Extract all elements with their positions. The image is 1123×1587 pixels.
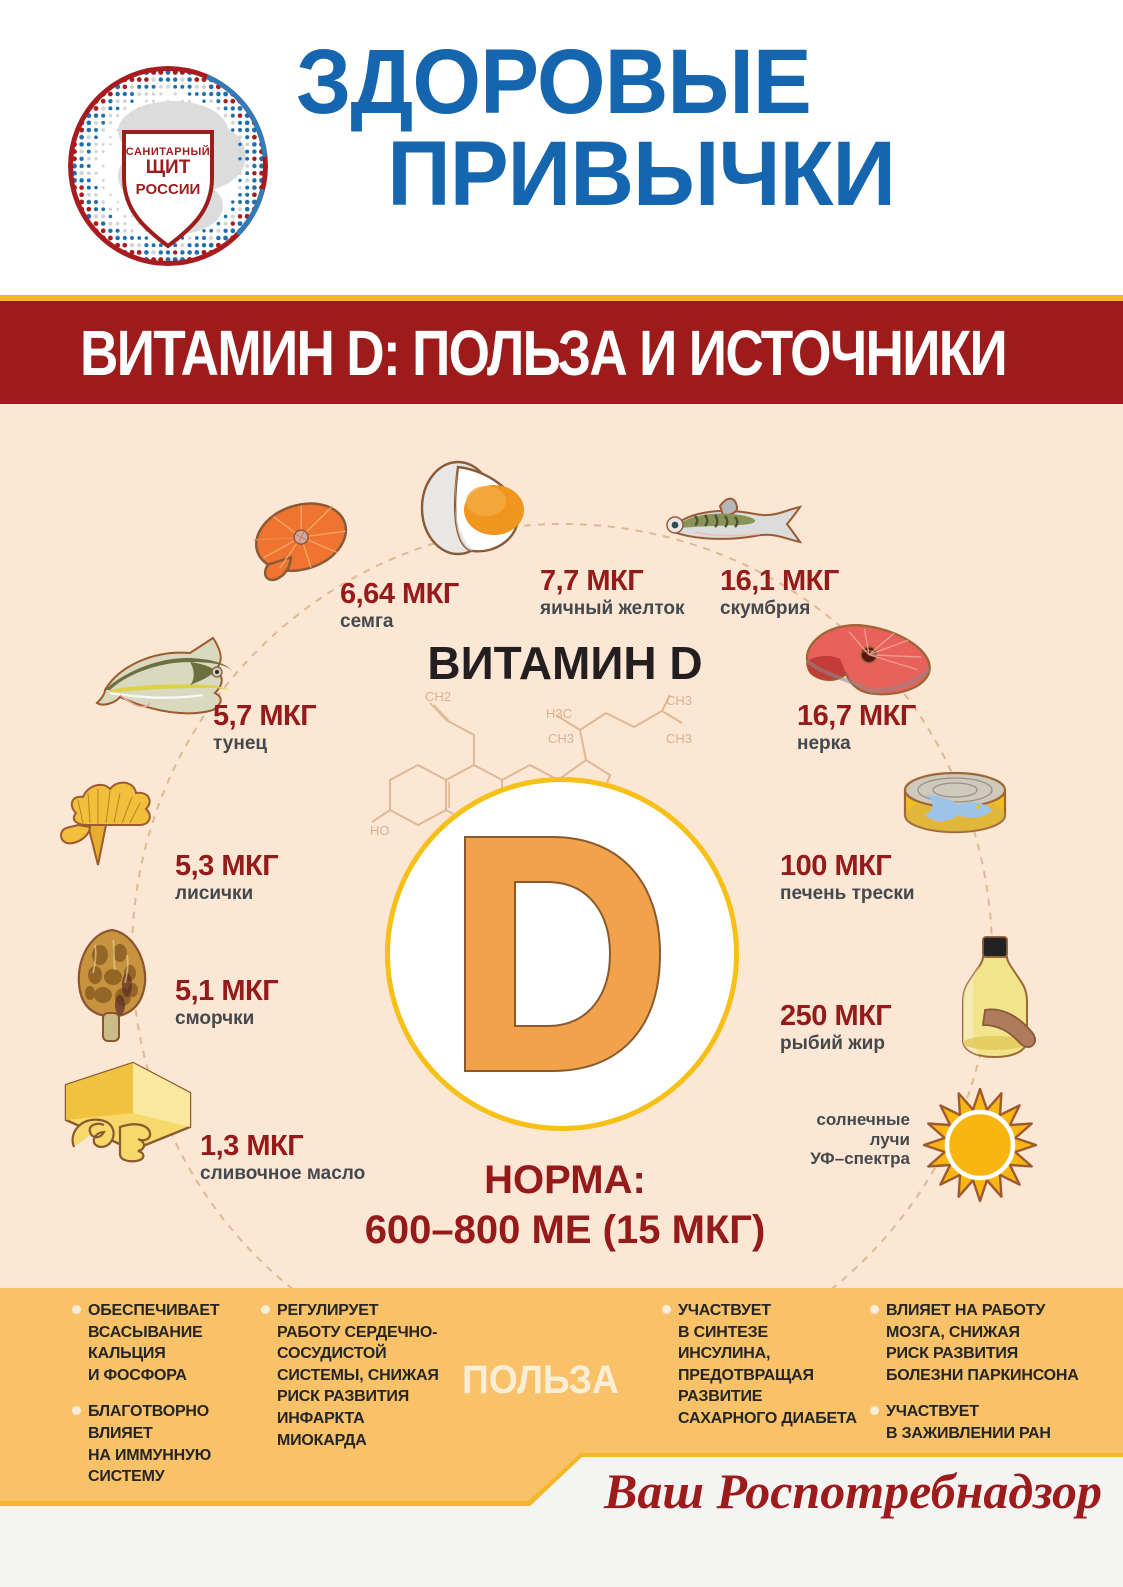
svg-text:ЩИТ: ЩИТ: [146, 157, 191, 178]
svg-text:CH3: CH3: [666, 731, 692, 746]
svg-text:CH2: CH2: [425, 689, 451, 704]
svg-text:CH3: CH3: [548, 731, 574, 746]
svg-text:CH3: CH3: [666, 693, 692, 708]
svg-text:H3C: H3C: [546, 706, 572, 721]
svg-text:РОССИИ: РОССИИ: [136, 181, 201, 198]
